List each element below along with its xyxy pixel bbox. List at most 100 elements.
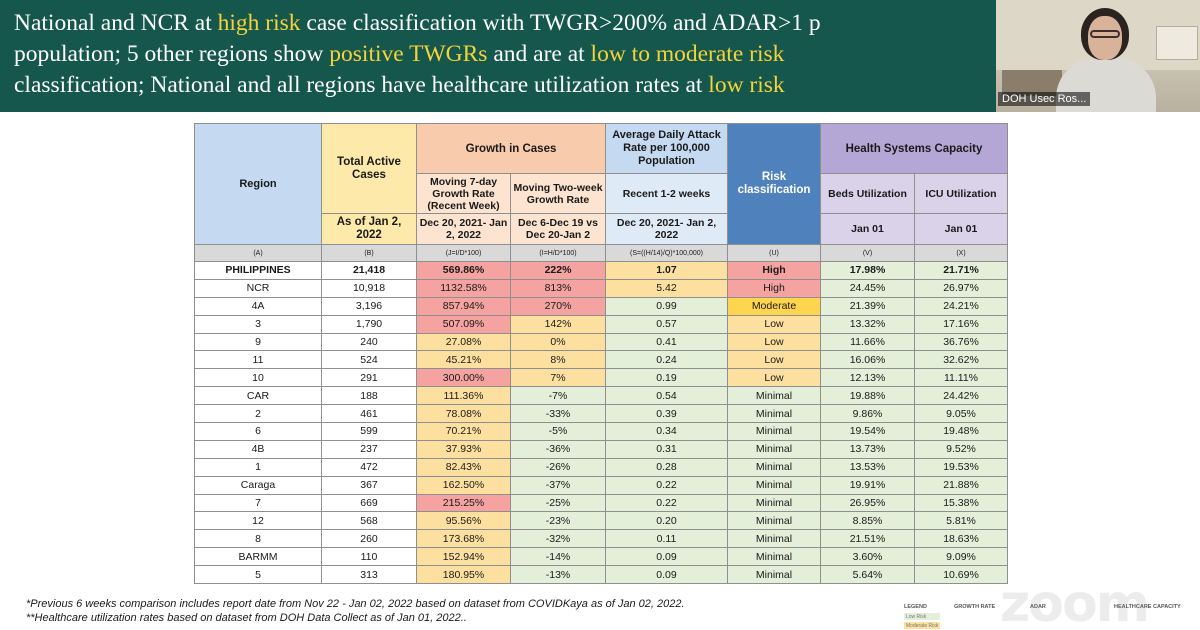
adar-cell: 0.09: [605, 547, 728, 567]
icu-utilization-cell: 19.53%: [914, 457, 1008, 477]
legend-growth-header: GROWTH RATE: [954, 604, 996, 610]
legend-swatch-low: [904, 613, 940, 620]
header-region: Region: [194, 123, 322, 245]
risk-classification-cell: Low: [727, 314, 821, 334]
total-active-cell: 568: [321, 511, 417, 531]
headline-text: and are at: [487, 41, 591, 67]
risk-classification-cell: Minimal: [727, 493, 821, 513]
headline-highlight: low risk: [708, 72, 785, 98]
region-cell: 6: [194, 422, 322, 441]
beds-utilization-cell: 26.95%: [820, 493, 915, 513]
region-cell: Caraga: [194, 475, 322, 495]
table-row: 2 461 78.08% -33% 0.39 Minimal 9.86% 9.05%: [194, 404, 1008, 424]
moving-7day-cell: 569.86%: [416, 261, 511, 280]
total-active-cell: 461: [321, 404, 417, 424]
region-cell: 1: [194, 457, 322, 477]
risk-classification-cell: Minimal: [727, 457, 821, 477]
adar-cell: 0.28: [605, 457, 728, 477]
beds-utilization-cell: 13.73%: [820, 439, 915, 459]
icu-utilization-cell: 24.42%: [914, 386, 1008, 406]
moving-7day-cell: 111.36%: [416, 386, 511, 406]
moving-2week-cell: 813%: [510, 278, 606, 298]
moving-7day-cell: 507.09%: [416, 314, 511, 334]
total-active-cell: 237: [321, 439, 417, 459]
region-cell: 7: [194, 493, 322, 513]
beds-utilization-cell: 17.98%: [820, 261, 915, 280]
risk-classification-cell: High: [727, 278, 821, 298]
formula-cell: (X): [914, 244, 1008, 262]
table-row: PHILIPPINES 21,418 569.86% 222% 1.07 High 17.9…: [194, 261, 1008, 280]
moving-2week-cell: 0%: [510, 332, 606, 352]
region-cell: NCR: [194, 278, 322, 298]
adar-cell: 0.09: [605, 565, 728, 585]
beds-utilization-cell: 9.86%: [820, 404, 915, 424]
total-active-cell: 524: [321, 350, 417, 370]
moving-2week-cell: -13%: [510, 565, 606, 585]
region-cell: PHILIPPINES: [194, 261, 322, 280]
header-risk: Risk classification: [727, 123, 821, 245]
icu-utilization-cell: 24.21%: [914, 296, 1008, 316]
beds-utilization-cell: 13.32%: [820, 314, 915, 334]
adar-cell: 0.20: [605, 511, 728, 531]
region-cell: 12: [194, 511, 322, 531]
headline-text: National and NCR at: [14, 10, 218, 36]
table-body: PHILIPPINES 21,418 569.86% 222% 1.07 High 17.9…: [194, 261, 1008, 585]
participant-face: [1088, 16, 1122, 60]
header-adar: Average Daily Attack Rate per 100,000 Po…: [605, 123, 728, 174]
moving-7day-cell: 300.00%: [416, 368, 511, 388]
moving-2week-cell: -26%: [510, 457, 606, 477]
formula-cell: (I=H/D*100): [510, 244, 606, 262]
table-row: BARMM 110 152.94% -14% 0.09 Minimal 3.60% 9.09%: [194, 547, 1008, 567]
icu-utilization-cell: 9.09%: [914, 547, 1008, 567]
region-cell: BARMM: [194, 547, 322, 567]
risk-classification-cell: High: [727, 261, 821, 280]
legend-swatch-moderate: [904, 622, 940, 629]
table-row: 10 291 300.00% 7% 0.19 Low 12.13% 11.11%: [194, 368, 1008, 388]
header-health-capacity: Health Systems Capacity: [820, 123, 1008, 174]
moving-2week-cell: -5%: [510, 422, 606, 441]
region-cell: 8: [194, 529, 322, 549]
risk-classification-cell: Minimal: [727, 422, 821, 441]
total-active-cell: 3,196: [321, 296, 417, 316]
moving-7day-cell: 1132.58%: [416, 278, 511, 298]
header-jan01-icu: Jan 01: [914, 213, 1008, 245]
moving-7day-cell: 78.08%: [416, 404, 511, 424]
table-row: 12 568 95.56% -23% 0.20 Minimal 8.85% 5.81%: [194, 511, 1008, 531]
table-row: NCR 10,918 1132.58% 813% 5.42 High 24.45% 26.97…: [194, 278, 1008, 298]
total-active-cell: 1,790: [321, 314, 417, 334]
moving-2week-cell: -36%: [510, 439, 606, 459]
formula-cell: (S=((H/14)/Q)*100,000): [605, 244, 728, 262]
header-date-range-1: Dec 20, 2021- Jan 2, 2022: [416, 213, 511, 245]
legend-low-label: Low Risk: [906, 614, 927, 620]
region-cell: CAR: [194, 386, 322, 406]
adar-cell: 0.41: [605, 332, 728, 352]
region-cell: 5: [194, 565, 322, 585]
headline-highlight: high risk: [217, 10, 301, 36]
total-active-cell: 291: [321, 368, 417, 388]
moving-7day-cell: 95.56%: [416, 511, 511, 531]
headline-text: case classification with TWGR>200% and A…: [300, 10, 821, 36]
total-active-cell: 110: [321, 547, 417, 567]
header-growth: Growth in Cases: [416, 123, 606, 174]
header-total-active: Total Active Cases: [321, 123, 417, 214]
participant-video-tile[interactable]: DOH Usec Ros...: [996, 0, 1200, 112]
risk-classification-cell: Minimal: [727, 475, 821, 495]
region-cell: 9: [194, 332, 322, 352]
icu-utilization-cell: 15.38%: [914, 493, 1008, 513]
icu-utilization-cell: 5.81%: [914, 511, 1008, 531]
risk-classification-cell: Minimal: [727, 511, 821, 531]
beds-utilization-cell: 21.51%: [820, 529, 915, 549]
risk-classification-cell: Minimal: [727, 404, 821, 424]
moving-7day-cell: 70.21%: [416, 422, 511, 441]
moving-2week-cell: -7%: [510, 386, 606, 406]
formula-cell: (A): [194, 244, 322, 262]
legend-moderate-label: Moderate Risk: [906, 623, 939, 629]
participant-glasses: [1090, 30, 1120, 38]
moving-2week-cell: -33%: [510, 404, 606, 424]
formula-cell: (V): [820, 244, 915, 262]
moving-2week-cell: -32%: [510, 529, 606, 549]
moving-2week-cell: -14%: [510, 547, 606, 567]
moving-7day-cell: 152.94%: [416, 547, 511, 567]
beds-utilization-cell: 24.45%: [820, 278, 915, 298]
header-asof-date: As of Jan 2, 2022: [321, 213, 417, 245]
